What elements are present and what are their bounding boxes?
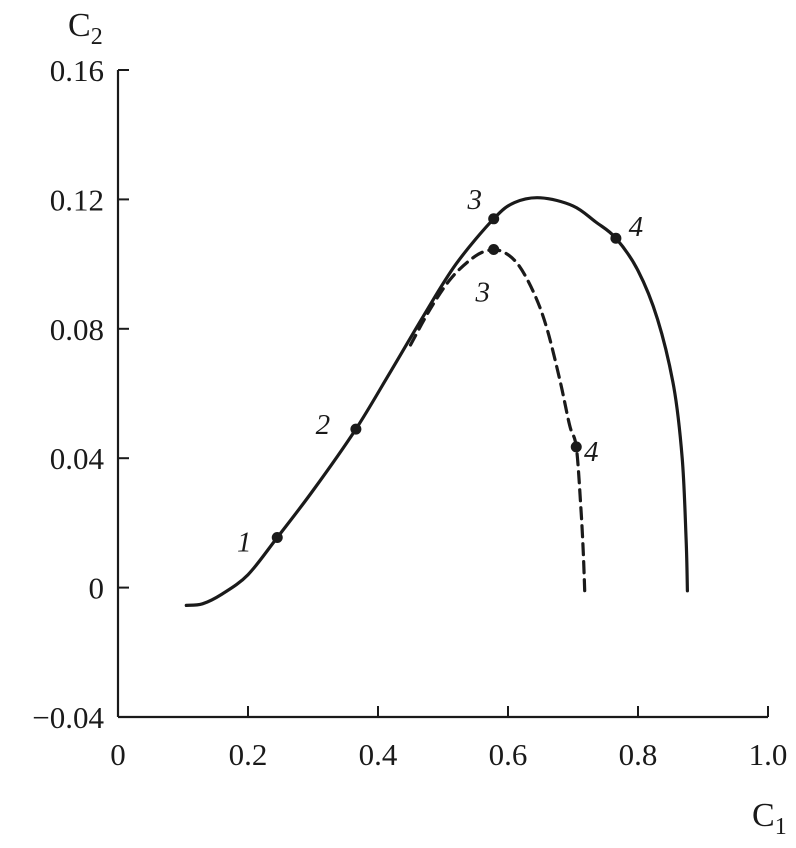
dashed-series-line: [408, 248, 587, 593]
x-tick-label: 0.4: [359, 737, 398, 772]
solid-series-line: [184, 196, 689, 607]
x-tick-label: 0.8: [619, 737, 658, 772]
x-tick-label: 0.6: [489, 737, 528, 772]
y-tick-label: 0: [89, 571, 105, 606]
point-label-4: 4: [584, 436, 599, 468]
x-tick-label: 0.2: [229, 737, 268, 772]
point-label-2: 2: [316, 409, 331, 441]
x-tick-label: 1.0: [749, 737, 788, 772]
y-axis-title: C2: [68, 7, 103, 50]
data-point-3: [488, 213, 500, 225]
y-tick-label: 0.04: [50, 441, 105, 476]
point-label-4: 4: [629, 211, 644, 243]
y-tick-label: 0.16: [50, 53, 104, 88]
data-point-1: [271, 531, 283, 543]
series-group: [184, 196, 689, 607]
point-label-3: 3: [474, 277, 490, 309]
data-point-3: [488, 244, 500, 256]
y-tick-label: 0.12: [50, 182, 104, 217]
x-axis-title: C1: [752, 797, 787, 840]
labels-group: 1 2 3 4 3 4: [237, 184, 643, 559]
data-point-4: [610, 232, 622, 244]
y-tick-label: −0.04: [32, 700, 104, 735]
x-tick-label: 0: [110, 737, 126, 772]
y-tick-label: 0.08: [50, 312, 104, 347]
data-point-4: [570, 441, 582, 453]
point-label-1: 1: [237, 526, 252, 558]
data-point-2: [350, 423, 362, 435]
point-label-3: 3: [466, 184, 482, 216]
